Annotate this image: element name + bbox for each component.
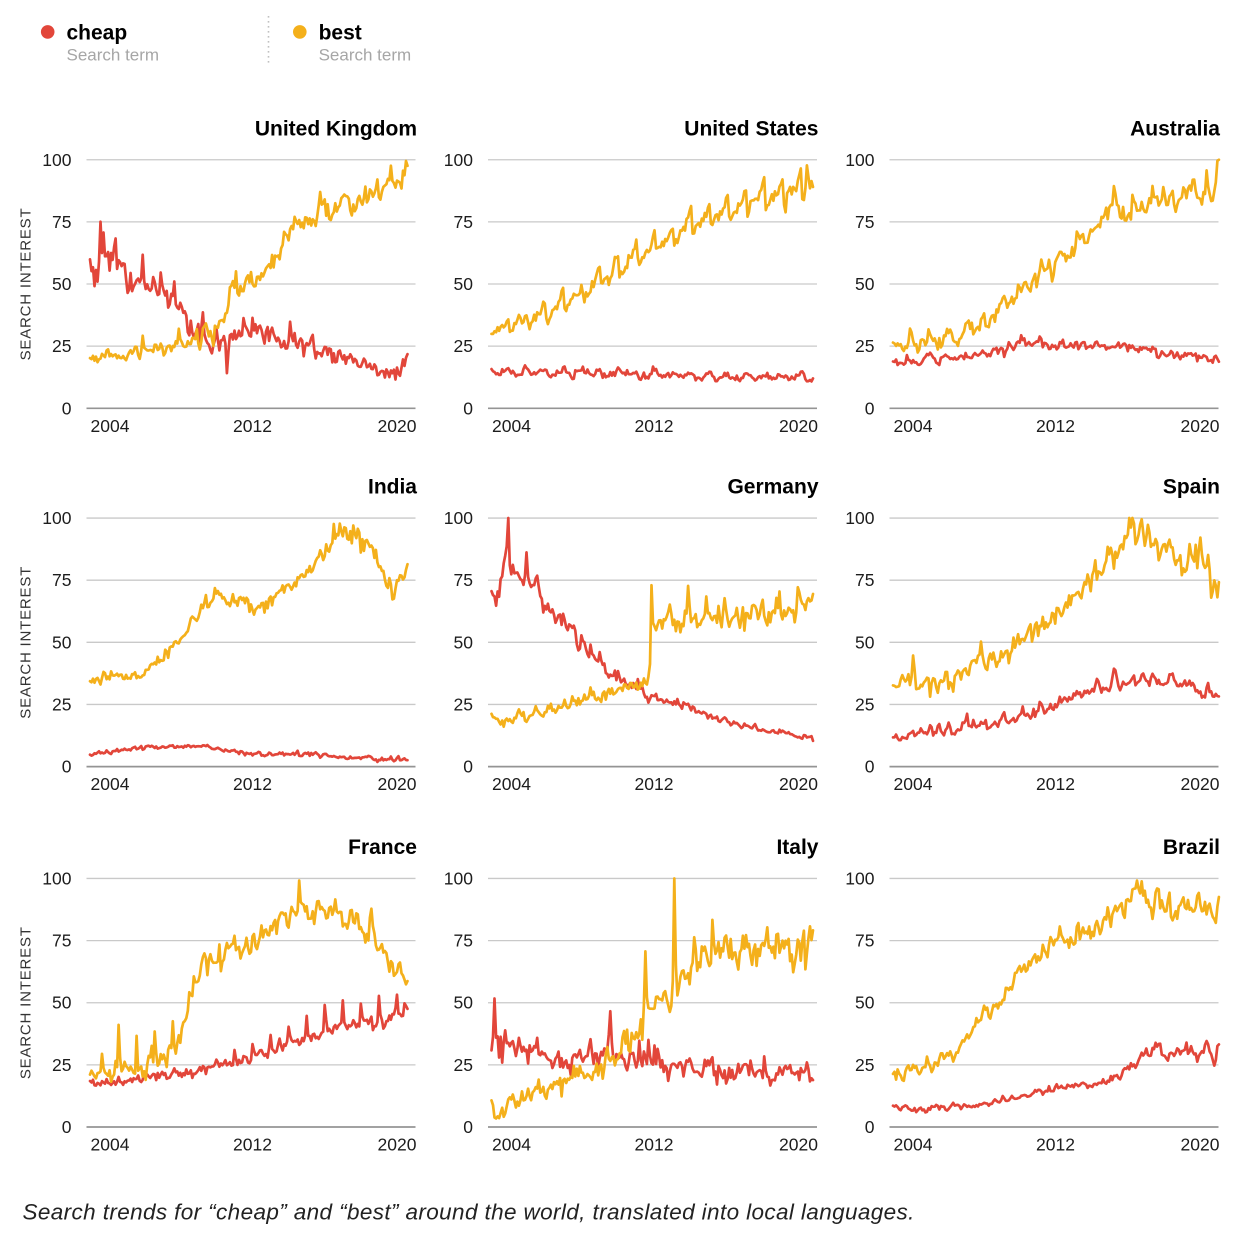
svg-text:Italy: Italy	[776, 836, 818, 859]
svg-text:25: 25	[855, 336, 874, 356]
svg-text:0: 0	[865, 398, 875, 418]
svg-text:best: best	[319, 22, 362, 45]
svg-text:2004: 2004	[894, 416, 933, 436]
svg-text:2004: 2004	[91, 774, 130, 794]
svg-text:SEARCH INTEREST: SEARCH INTEREST	[18, 566, 35, 719]
svg-text:2020: 2020	[378, 1135, 417, 1155]
svg-text:2020: 2020	[1181, 1135, 1220, 1155]
svg-text:Spain: Spain	[1163, 476, 1220, 499]
svg-text:25: 25	[454, 336, 473, 356]
svg-text:100: 100	[444, 868, 473, 888]
svg-text:2012: 2012	[635, 774, 674, 794]
svg-text:100: 100	[42, 150, 71, 170]
svg-text:Search term: Search term	[67, 46, 160, 65]
svg-text:25: 25	[52, 1055, 71, 1075]
svg-text:25: 25	[855, 694, 874, 714]
svg-text:75: 75	[52, 570, 71, 590]
svg-text:France: France	[348, 836, 417, 859]
svg-text:100: 100	[42, 508, 71, 528]
svg-text:2020: 2020	[378, 774, 417, 794]
svg-text:2012: 2012	[233, 774, 272, 794]
svg-text:2012: 2012	[1036, 416, 1075, 436]
svg-text:2004: 2004	[894, 1135, 933, 1155]
svg-text:Search term: Search term	[319, 46, 412, 65]
svg-text:50: 50	[52, 632, 72, 652]
svg-text:100: 100	[42, 868, 71, 888]
svg-text:2012: 2012	[1036, 774, 1075, 794]
svg-text:SEARCH INTEREST: SEARCH INTEREST	[18, 926, 35, 1079]
svg-text:2020: 2020	[1181, 416, 1220, 436]
svg-text:100: 100	[845, 150, 874, 170]
svg-text:100: 100	[444, 508, 473, 528]
svg-text:2020: 2020	[1181, 774, 1220, 794]
svg-text:0: 0	[62, 1117, 72, 1137]
svg-text:2012: 2012	[1036, 1135, 1075, 1155]
svg-text:100: 100	[845, 508, 874, 528]
svg-text:2012: 2012	[233, 1135, 272, 1155]
svg-text:0: 0	[62, 757, 72, 777]
svg-text:0: 0	[865, 757, 875, 777]
svg-text:25: 25	[454, 1055, 473, 1075]
svg-text:0: 0	[62, 398, 72, 418]
svg-text:Australia: Australia	[1130, 117, 1220, 140]
svg-text:0: 0	[463, 398, 473, 418]
svg-text:2020: 2020	[779, 416, 818, 436]
svg-text:2004: 2004	[91, 1135, 130, 1155]
svg-text:2020: 2020	[779, 1135, 818, 1155]
svg-text:75: 75	[454, 212, 473, 232]
svg-text:25: 25	[454, 694, 473, 714]
svg-text:Brazil: Brazil	[1163, 836, 1220, 859]
svg-text:75: 75	[52, 931, 71, 951]
svg-text:25: 25	[855, 1055, 874, 1075]
svg-text:0: 0	[463, 1117, 473, 1137]
svg-text:United States: United States	[684, 117, 818, 140]
svg-text:50: 50	[855, 993, 875, 1013]
svg-text:2020: 2020	[779, 774, 818, 794]
svg-text:2004: 2004	[492, 416, 531, 436]
svg-text:50: 50	[52, 274, 72, 294]
svg-text:75: 75	[855, 931, 874, 951]
svg-text:75: 75	[454, 570, 473, 590]
svg-text:75: 75	[52, 212, 71, 232]
svg-text:2020: 2020	[378, 416, 417, 436]
svg-text:2012: 2012	[635, 416, 674, 436]
svg-text:50: 50	[855, 274, 875, 294]
svg-text:50: 50	[52, 993, 72, 1013]
svg-text:cheap: cheap	[67, 22, 128, 45]
svg-text:0: 0	[865, 1117, 875, 1137]
svg-text:India: India	[368, 476, 417, 499]
svg-text:2004: 2004	[492, 1135, 531, 1155]
svg-text:2012: 2012	[233, 416, 272, 436]
svg-text:25: 25	[52, 336, 71, 356]
svg-text:75: 75	[855, 570, 874, 590]
svg-text:50: 50	[855, 632, 875, 652]
svg-text:2004: 2004	[91, 416, 130, 436]
svg-text:United Kingdom: United Kingdom	[255, 117, 417, 140]
svg-text:100: 100	[444, 150, 473, 170]
svg-text:50: 50	[454, 274, 474, 294]
svg-text:Search trends for “cheap” and: Search trends for “cheap” and “best” aro…	[23, 1200, 915, 1225]
svg-text:2012: 2012	[635, 1135, 674, 1155]
svg-text:50: 50	[454, 993, 474, 1013]
svg-text:50: 50	[454, 632, 474, 652]
svg-text:25: 25	[52, 694, 71, 714]
svg-text:75: 75	[855, 212, 874, 232]
svg-text:100: 100	[845, 868, 874, 888]
svg-text:2004: 2004	[492, 774, 531, 794]
svg-text:0: 0	[463, 757, 473, 777]
svg-text:SEARCH INTEREST: SEARCH INTEREST	[18, 208, 35, 361]
svg-text:75: 75	[454, 931, 473, 951]
svg-text:Germany: Germany	[727, 476, 818, 499]
svg-text:2004: 2004	[894, 774, 933, 794]
